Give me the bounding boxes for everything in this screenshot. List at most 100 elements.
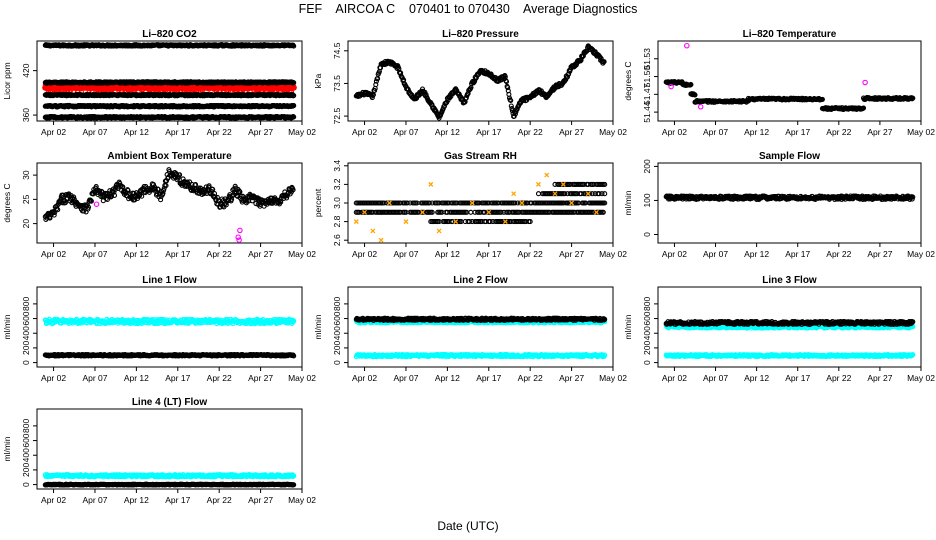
y-tick-label: 100 bbox=[642, 193, 652, 207]
y-tick-label: 360 bbox=[21, 108, 31, 122]
data-point bbox=[910, 95, 916, 101]
data-point bbox=[860, 105, 867, 111]
x-tick-label: Apr 22 bbox=[826, 127, 851, 137]
x-tick-label: Apr 27 bbox=[248, 127, 273, 137]
y-tick-label: 72.5 bbox=[332, 108, 342, 125]
data-point bbox=[514, 106, 520, 112]
y-tick-label: 30 bbox=[21, 170, 31, 180]
panel-title: Li–820 CO2 bbox=[142, 29, 197, 40]
y-tick-label: 200 bbox=[21, 341, 31, 355]
data-point bbox=[486, 209, 492, 215]
x-tick-label: Apr 22 bbox=[207, 373, 232, 383]
data-point bbox=[236, 237, 242, 243]
x-tick-label: Apr 12 bbox=[744, 127, 769, 137]
y-tick-label: 20 bbox=[21, 219, 31, 229]
y-tick-label: 400 bbox=[21, 326, 31, 340]
panel-title: Li–820 Pressure bbox=[442, 29, 519, 40]
x-tick-label: May 02 bbox=[907, 127, 935, 137]
data-point bbox=[253, 201, 259, 207]
series-sample-flow bbox=[663, 193, 916, 202]
y-tick-label: 74.5 bbox=[332, 42, 342, 59]
y-tick-label: 73.5 bbox=[332, 75, 342, 92]
data-point bbox=[249, 198, 255, 204]
x-tick-label: Apr 07 bbox=[703, 249, 728, 259]
series-pressure bbox=[353, 43, 607, 121]
series-standard-1 bbox=[42, 42, 297, 49]
data-point bbox=[160, 190, 166, 196]
data-point bbox=[456, 91, 462, 97]
y-axis-label: degrees C bbox=[623, 61, 633, 100]
data-point bbox=[589, 191, 595, 197]
series-standard-3 bbox=[42, 91, 297, 99]
series-line-1-cyan bbox=[42, 316, 297, 327]
y-tick-label: 25 bbox=[21, 194, 31, 204]
data-point bbox=[51, 212, 57, 218]
data-point bbox=[420, 209, 425, 215]
x-tick-label: Apr 02 bbox=[662, 127, 687, 137]
series-outliers bbox=[668, 42, 868, 110]
data-point bbox=[508, 103, 514, 109]
plot-frame bbox=[36, 286, 303, 368]
data-point bbox=[602, 200, 608, 206]
y-tick-label: 2.6 bbox=[332, 234, 342, 246]
data-point bbox=[163, 183, 169, 189]
y-tick-label: 51.47 bbox=[642, 83, 652, 105]
x-tick-label: Apr 27 bbox=[248, 249, 273, 259]
data-point bbox=[544, 172, 550, 178]
x-tick-label: May 02 bbox=[288, 127, 316, 137]
data-point bbox=[569, 200, 575, 206]
x-tick-label: Apr 27 bbox=[559, 249, 584, 259]
data-point bbox=[508, 97, 514, 104]
series-standard-5 bbox=[42, 114, 297, 121]
data-point bbox=[560, 181, 566, 187]
data-point bbox=[600, 209, 606, 215]
x-tick-label: Apr 07 bbox=[82, 249, 107, 259]
y-tick-label: 3.2 bbox=[332, 178, 342, 190]
x-tick-label: Apr 12 bbox=[744, 249, 769, 259]
y-axis-label: degrees C bbox=[2, 183, 12, 222]
series-outliers bbox=[93, 201, 243, 243]
data-point bbox=[684, 42, 690, 49]
x-tick-label: Apr 17 bbox=[476, 127, 501, 137]
x-tick-label: Apr 07 bbox=[393, 127, 418, 137]
data-point bbox=[353, 219, 359, 225]
y-tick-label: 200 bbox=[642, 159, 652, 173]
y-axis-label: kPa bbox=[313, 73, 323, 88]
data-point bbox=[527, 219, 533, 225]
y-tick-label: 0 bbox=[642, 232, 652, 237]
data-point bbox=[192, 181, 199, 188]
data-point bbox=[505, 85, 511, 91]
data-point bbox=[120, 184, 126, 190]
x-tick-label: Apr 27 bbox=[867, 127, 892, 137]
data-point bbox=[862, 79, 868, 86]
data-point bbox=[536, 181, 541, 187]
data-point bbox=[235, 234, 241, 240]
panel-title: Ambient Box Temperature bbox=[107, 151, 232, 162]
data-point bbox=[426, 200, 432, 206]
y-tick-label: 3.4 bbox=[332, 160, 342, 172]
data-point bbox=[152, 186, 158, 192]
data-point bbox=[210, 186, 216, 192]
x-tick-label: Apr 12 bbox=[124, 127, 149, 137]
data-point bbox=[469, 200, 475, 206]
y-axis-label: Licor ppm bbox=[2, 62, 12, 99]
data-point bbox=[85, 204, 92, 210]
data-point bbox=[552, 191, 558, 197]
x-tick-label: Apr 22 bbox=[518, 127, 543, 137]
x-tick-label: May 02 bbox=[288, 249, 316, 259]
data-point bbox=[585, 191, 591, 197]
x-tick-label: Apr 07 bbox=[82, 373, 107, 383]
data-point bbox=[511, 191, 517, 197]
y-tick-label: 2.8 bbox=[332, 215, 342, 227]
y-tick-label: 51.53 bbox=[642, 48, 652, 70]
data-point bbox=[819, 96, 825, 102]
data-point bbox=[370, 228, 376, 234]
x-tick-label: Apr 17 bbox=[165, 127, 190, 137]
data-point bbox=[466, 219, 473, 225]
panel-title: Sample Flow bbox=[759, 151, 820, 162]
series-box-temperature bbox=[42, 167, 296, 223]
panel-boxtemp: Ambient Box Temperature degrees C 20 25 30 Ap… bbox=[2, 151, 316, 259]
data-point bbox=[177, 172, 183, 178]
data-point bbox=[512, 200, 518, 206]
